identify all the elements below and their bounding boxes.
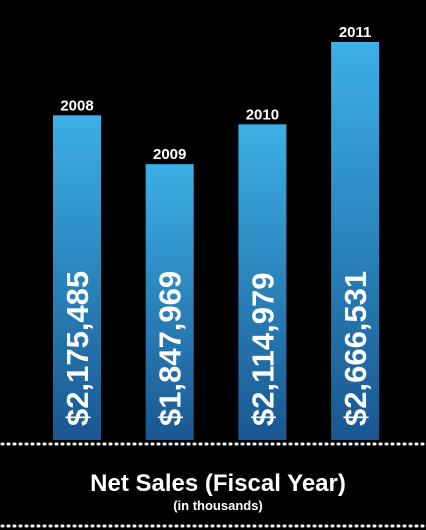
bar [331, 42, 380, 440]
category-label: 2009 [153, 146, 186, 163]
chart-title: Net Sales (Fiscal Year) [90, 470, 346, 497]
chart-subtitle: (in thousands) [173, 498, 263, 513]
category-label: 2010 [246, 106, 279, 123]
bar [238, 124, 287, 440]
category-label: 2011 [339, 24, 372, 41]
value-label: $2,666,531 [338, 271, 373, 426]
value-label: $1,847,969 [153, 271, 188, 426]
value-label: $2,175,485 [60, 271, 95, 426]
bar [145, 164, 194, 441]
value-label: $2,114,979 [245, 273, 280, 426]
bar [53, 115, 101, 440]
category-label: 2008 [60, 97, 93, 114]
